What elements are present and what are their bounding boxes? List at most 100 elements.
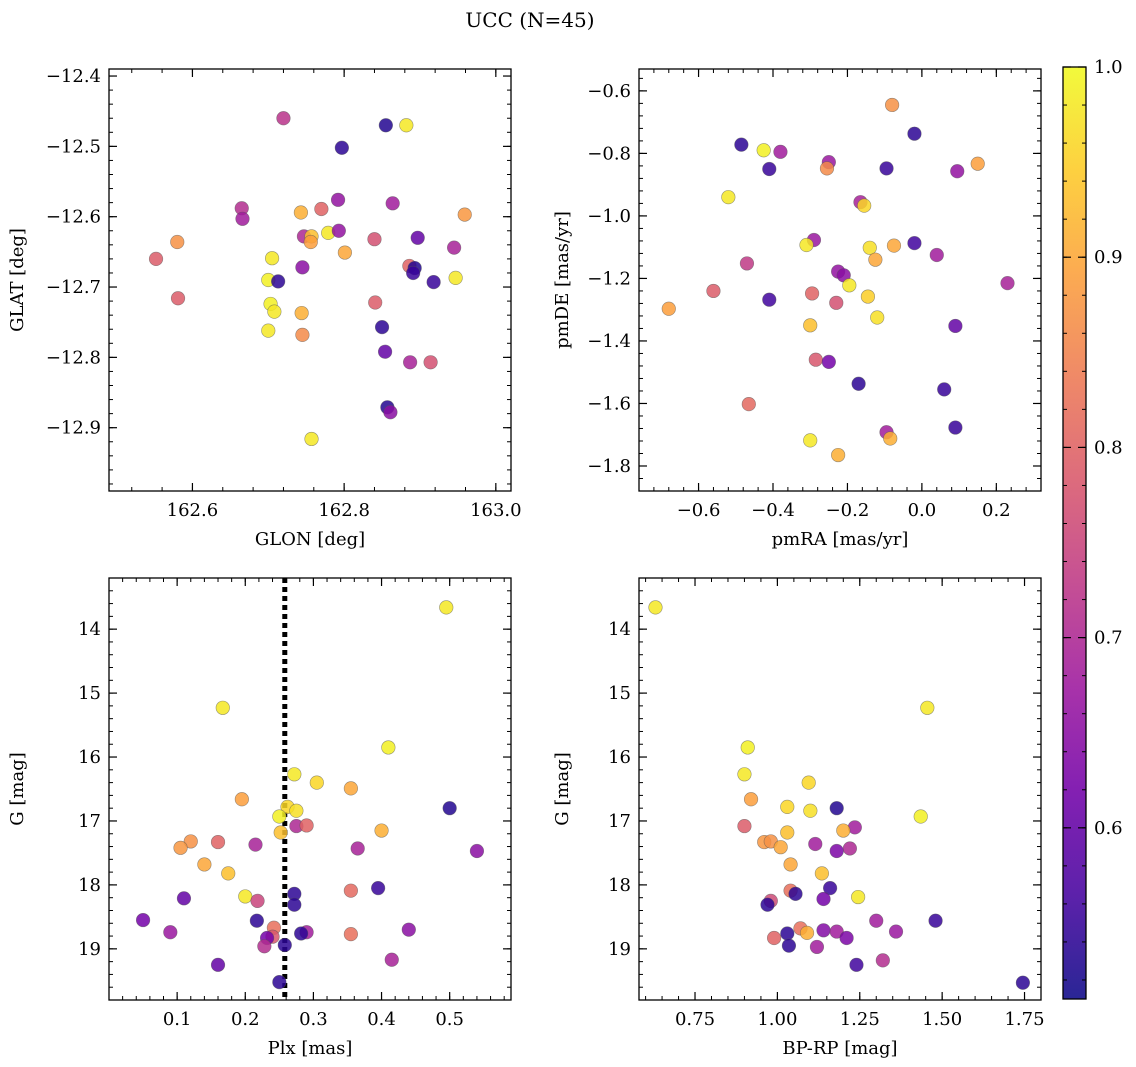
x-tick-label: 0.3	[299, 1009, 328, 1030]
x-axis-label: GLON [deg]	[255, 529, 365, 550]
scatter-point	[406, 265, 421, 281]
scatter-point	[197, 857, 212, 872]
scatter-point	[740, 740, 755, 755]
scatter-panel-4: 0.75 1.00 1.25 1.50 1.75 14 15 16 17 18 19 BP-RP [m…	[552, 577, 1045, 1059]
axes-frame	[638, 68, 1042, 492]
scatter-point	[808, 352, 823, 367]
scatter-point	[343, 781, 358, 796]
y-tick-label: 14	[608, 619, 631, 640]
scatter-point	[831, 447, 846, 463]
scatter-point	[661, 301, 676, 316]
scatter-point	[799, 925, 815, 940]
y-tick-label: 19	[608, 939, 631, 960]
x-tick-label: 0.5	[435, 1009, 464, 1030]
scatter-point	[277, 937, 292, 953]
scatter-point	[384, 952, 399, 967]
scatter-point	[803, 318, 818, 333]
y-tick-label: 19	[78, 939, 101, 960]
figure-title: UCC (N=45)	[465, 8, 594, 32]
scatter-point	[287, 767, 302, 782]
points	[148, 111, 472, 447]
y-tick-label: −12.4	[46, 66, 101, 87]
scatter-point	[780, 799, 795, 815]
scatter-point	[823, 881, 838, 896]
y-tick-label: 17	[78, 811, 101, 832]
y-axis-label: GLAT [deg]	[7, 228, 28, 332]
scatter-point	[879, 161, 894, 176]
colorbar-tick-label: 0.6	[1094, 818, 1123, 839]
scatter-point	[381, 740, 396, 755]
scatter-point	[314, 201, 329, 217]
scatter-point	[762, 161, 777, 177]
scatter-point	[819, 161, 835, 176]
scatter-point	[272, 809, 287, 824]
x-tick-label: 0.2	[982, 500, 1011, 521]
x-tick-label: 1.00	[757, 1009, 797, 1030]
scatter-point	[804, 286, 820, 301]
y-tick-label: 14	[78, 619, 101, 640]
scatter-point	[821, 354, 836, 369]
scatter-point	[851, 889, 866, 905]
x-tick-label: 163.0	[470, 500, 522, 521]
y-axis-label: G [mag]	[552, 752, 573, 825]
scatter-point	[888, 924, 904, 939]
y-tick-label: 17	[608, 811, 631, 832]
scatter-panel-1: 162.6 162.8 163.0 −12.4 −12.5 −12.6 −12.7 −12.8…	[7, 66, 522, 550]
plot-area	[661, 97, 1015, 463]
y-tick-label: −1.0	[587, 206, 631, 227]
y-tick-label: −12.5	[46, 136, 101, 157]
scatter-point	[267, 304, 282, 319]
colorbar: 0.6 0.7 0.8 0.9 1.0	[1062, 57, 1123, 1000]
scatter-panel-2: −0.6 −0.4 −0.2 0.0 0.2 −0.6 −0.8 −1.0 −1.2 −1.4 −1…	[552, 68, 1042, 550]
scatter-point	[869, 913, 884, 928]
scatter-point	[309, 775, 324, 790]
scatter-point	[773, 840, 788, 855]
scatter-point	[907, 236, 922, 251]
scatter-point	[868, 252, 883, 267]
scatter-point	[721, 190, 736, 205]
scatter-point	[829, 801, 844, 816]
scatter-point	[950, 164, 965, 179]
colorbar-tick-label: 0.8	[1094, 437, 1123, 458]
scatter-point	[423, 355, 438, 370]
scatter-point	[970, 156, 985, 171]
scatter-point	[368, 295, 383, 310]
x-tick-label: 0.1	[163, 1009, 192, 1030]
plot-area	[648, 600, 1030, 990]
y-tick-label: 18	[78, 875, 101, 896]
scatter-point	[272, 974, 287, 990]
scatter-point	[447, 240, 462, 255]
scatter-point	[293, 205, 308, 220]
axes-frame	[108, 577, 512, 1001]
scatter-point	[741, 396, 756, 412]
scatter-point	[337, 245, 352, 260]
scatter-point	[401, 922, 416, 937]
scatter-point	[377, 344, 393, 359]
scatter-point	[170, 234, 185, 250]
scatter-point	[706, 283, 721, 299]
x-tick-label: 162.8	[318, 500, 370, 521]
x-axis-label: Plx [mas]	[268, 1038, 353, 1059]
scatter-point	[294, 926, 309, 941]
scatter-point	[907, 126, 922, 141]
scatter-point	[163, 925, 178, 940]
scatter-point	[295, 327, 310, 342]
scatter-point	[760, 897, 775, 912]
y-axis-label: pmDE [mas/yr]	[552, 211, 573, 349]
scatter-point	[264, 251, 280, 266]
scatter-point	[842, 841, 857, 856]
scatter-point	[862, 240, 877, 255]
x-tick-label: 1.50	[922, 1009, 962, 1030]
scatter-point	[737, 767, 752, 782]
scatter-point	[448, 270, 463, 285]
scatter-point	[799, 237, 814, 253]
y-tick-label: 15	[608, 683, 631, 704]
scatter-point	[885, 97, 900, 113]
y-tick-label: −1.6	[587, 393, 631, 414]
x-tick-label: 0.0	[908, 500, 937, 521]
colorbar-tick-label: 0.7	[1094, 628, 1123, 649]
y-tick-label: −1.2	[587, 268, 631, 289]
scatter-point	[803, 433, 818, 448]
y-tick-label: −12.7	[46, 277, 101, 298]
scatter-point	[648, 600, 663, 615]
